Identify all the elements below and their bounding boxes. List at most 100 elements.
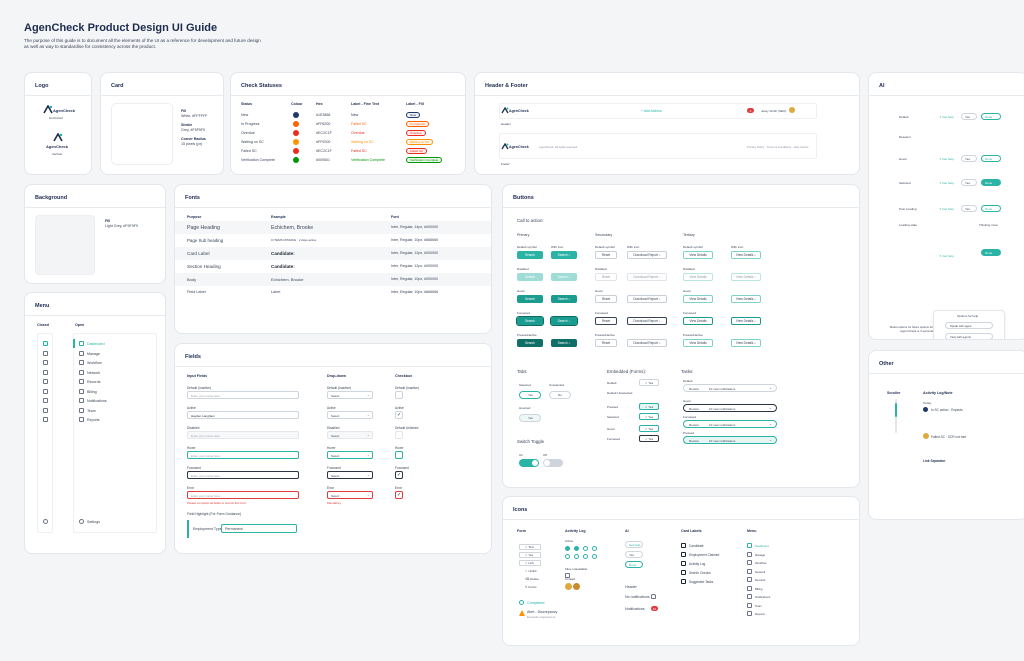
dropdown-select[interactable]: [327, 491, 373, 499]
ai-done-chip[interactable]: [981, 113, 1001, 120]
dropdown-select[interactable]: [327, 451, 373, 459]
menu-open-network-icon[interactable]: [79, 369, 84, 375]
ai-get-help-chip[interactable]: ✦ Get help: [939, 157, 954, 161]
view-details-icon-button-tertiary[interactable]: View Details ⌕: [731, 339, 761, 347]
menu-open-team-icon[interactable]: [79, 407, 84, 413]
embedded-yes-button[interactable]: [639, 413, 659, 420]
ai-done-chip[interactable]: [981, 249, 1001, 256]
settings-icon[interactable]: [43, 519, 48, 524]
task-item[interactable]: [683, 420, 777, 428]
tab-no-unselected[interactable]: [549, 391, 571, 399]
settings-open-icon[interactable]: [79, 519, 84, 524]
employment-type-input[interactable]: [221, 524, 297, 533]
dropdown-select[interactable]: [327, 471, 373, 479]
scrollbar-track[interactable]: [895, 399, 897, 433]
menu-item-team[interactable]: Team: [87, 408, 96, 413]
tab-yes-selected[interactable]: [519, 391, 541, 399]
text-input[interactable]: [187, 431, 299, 439]
menu-closed-reports-icon[interactable]: [43, 417, 48, 422]
menu-open-dashboard-icon[interactable]: [79, 341, 84, 346]
menu-item-workflow[interactable]: Workflow: [87, 361, 102, 365]
view-details-button-tertiary[interactable]: View Details: [683, 273, 713, 281]
view-details-icon-button-tertiary[interactable]: View Details ⌕: [731, 251, 761, 259]
reset-button-secondary[interactable]: Reset: [595, 295, 617, 303]
task-item[interactable]: [683, 404, 777, 412]
text-input[interactable]: [187, 391, 299, 399]
menu-open-notifications-icon[interactable]: [79, 398, 84, 403]
search-button-primary[interactable]: Search: [517, 251, 543, 259]
menu-closed-records-icon[interactable]: [43, 379, 48, 384]
view-details-button-tertiary[interactable]: View Details: [683, 339, 713, 347]
ai-yes-chip[interactable]: [625, 551, 643, 558]
ai-yes-chip[interactable]: [961, 179, 977, 186]
reset-button-secondary[interactable]: Reset: [595, 273, 617, 281]
tab-yes-hover[interactable]: [519, 414, 541, 422]
search-icon-button-primary[interactable]: Search ⌕: [551, 339, 577, 347]
download-report-button-secondary[interactable]: Download Report ⌕: [627, 317, 667, 325]
task-item[interactable]: [683, 384, 777, 392]
ai-get-help-chip[interactable]: ✦ Get help: [939, 181, 954, 185]
search-icon-button-primary[interactable]: Search ⌕: [550, 316, 578, 326]
text-input[interactable]: [187, 471, 299, 479]
ai-done-chip[interactable]: [981, 179, 1001, 186]
menu-open-records-icon[interactable]: [79, 379, 84, 384]
view-details-icon-button-tertiary[interactable]: View Details ⌕: [731, 273, 761, 281]
ai-get-help-chip[interactable]: ✦ Get help: [939, 254, 954, 258]
search-button-primary[interactable]: Search: [517, 339, 543, 347]
menu-item-records[interactable]: Records: [87, 380, 101, 384]
download-report-button-secondary[interactable]: Download Report ⌕: [627, 339, 667, 347]
notif-count-badge[interactable]: 10: [651, 606, 658, 611]
ai-yes-chip[interactable]: [961, 155, 977, 162]
form-chip[interactable]: [519, 544, 541, 550]
view-details-button-tertiary[interactable]: View Details: [683, 251, 713, 259]
menu-closed-team-icon[interactable]: [43, 407, 48, 413]
ai-get-help-chip[interactable]: [625, 541, 643, 548]
ai-yes-chip[interactable]: [961, 205, 977, 212]
ai-option-speak[interactable]: [945, 322, 993, 329]
menu-closed-manage-icon[interactable]: [43, 350, 48, 356]
checkbox[interactable]: [395, 451, 403, 459]
search-button-primary[interactable]: Search: [517, 273, 543, 281]
menu-open-workflow-icon[interactable]: [79, 360, 84, 365]
menu-closed-dashboard-icon[interactable]: [43, 341, 48, 346]
form-chip[interactable]: [519, 552, 541, 558]
add-actions-button[interactable]: + Add Actions: [641, 109, 662, 113]
view-details-icon-button-tertiary[interactable]: View Details ⌕: [731, 317, 761, 325]
switch-off[interactable]: [543, 459, 563, 467]
embedded-yes-button[interactable]: [639, 425, 659, 432]
text-input[interactable]: [187, 411, 299, 419]
download-report-button-secondary[interactable]: Download Report ⌕: [627, 295, 667, 303]
ai-done-chip[interactable]: [981, 205, 1001, 212]
embedded-yes-button[interactable]: [639, 379, 659, 386]
checkbox[interactable]: [395, 471, 403, 479]
menu-item-network[interactable]: Network: [87, 370, 101, 375]
menu-settings-label[interactable]: Settings: [87, 520, 100, 524]
form-chip[interactable]: [519, 560, 541, 566]
menu-closed-network-icon[interactable]: [43, 369, 48, 375]
ai-done-chip[interactable]: [981, 155, 1001, 162]
checkbox[interactable]: [395, 411, 403, 419]
menu-item-notifications[interactable]: Notifications: [87, 399, 107, 403]
ai-get-help-chip[interactable]: ✦ Get help: [939, 207, 954, 211]
menu-open-manage-icon[interactable]: [79, 350, 84, 356]
ai-yes-chip[interactable]: [961, 113, 977, 120]
checkbox[interactable]: [395, 491, 403, 499]
menu-item-dashboard[interactable]: Dashboard: [87, 342, 105, 346]
dropdown-select[interactable]: [327, 391, 373, 399]
view-details-icon-button-tertiary[interactable]: View Details ⌕: [731, 295, 761, 303]
avatar[interactable]: [789, 107, 795, 113]
search-button-primary[interactable]: Search: [516, 316, 544, 326]
menu-closed-notifications-icon[interactable]: [43, 398, 48, 403]
text-input[interactable]: [187, 451, 299, 459]
ai-option-view[interactable]: [945, 333, 993, 339]
embedded-yes-button[interactable]: [639, 403, 659, 410]
ai-done-chip[interactable]: [625, 561, 643, 568]
checkbox[interactable]: [395, 391, 403, 399]
reset-button-secondary[interactable]: Reset: [595, 251, 617, 259]
switch-on[interactable]: [519, 459, 539, 467]
search-button-primary[interactable]: Search: [517, 295, 543, 303]
menu-item-reports[interactable]: Reports: [87, 418, 100, 422]
menu-open-reports-icon[interactable]: [79, 417, 84, 422]
menu-open-billing-icon[interactable]: [79, 388, 84, 394]
bell-icon[interactable]: [651, 594, 656, 599]
